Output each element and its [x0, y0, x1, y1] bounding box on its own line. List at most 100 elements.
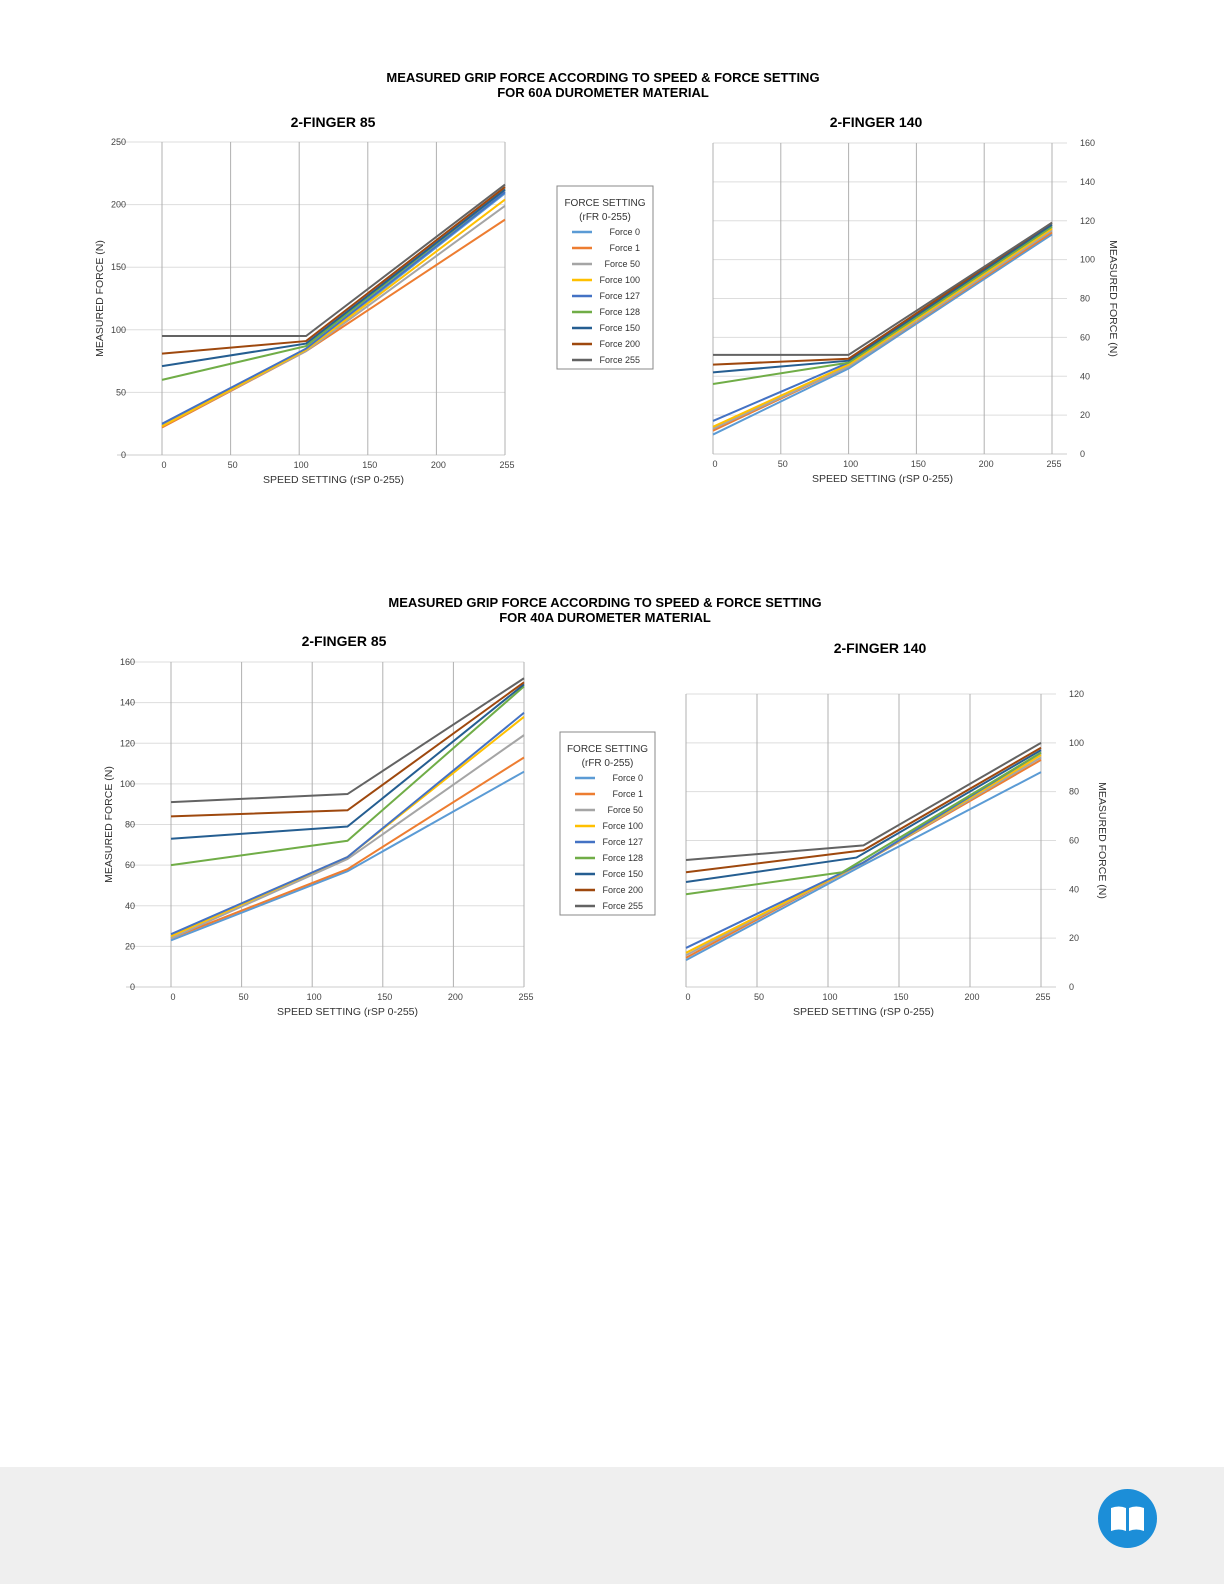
y-axis-label: MEASURED FORCE (N) [1107, 240, 1119, 357]
y-tick-label: 120 [1080, 216, 1095, 226]
y-tick-label: 40 [125, 901, 135, 911]
series-line-force-200 [161, 186, 506, 355]
legend-item-label: Force 50 [604, 259, 640, 269]
legend-subtitle: (rFR 0-255) [582, 758, 634, 769]
y-tick-label: 40 [1069, 884, 1079, 894]
y-tick-label: 20 [1080, 410, 1090, 420]
y-tick-label: 120 [120, 738, 135, 748]
x-tick-label: 50 [239, 992, 249, 1002]
x-tick-label: 255 [1035, 992, 1050, 1002]
series-line-force-150 [712, 223, 1053, 374]
series-line-force-127 [170, 712, 525, 936]
x-tick-label: 0 [161, 460, 166, 470]
x-tick-label: 255 [499, 460, 514, 470]
y-tick-label: 60 [125, 860, 135, 870]
legend-item-label: Force 1 [609, 243, 640, 253]
series-line-force-255 [162, 183, 506, 338]
y-tick-label: 100 [1069, 738, 1084, 748]
y-tick-label: 80 [1069, 787, 1079, 797]
series-line-force-127 [161, 191, 506, 425]
x-tick-label: 255 [518, 992, 533, 1002]
x-axis-label: SPEED SETTING (rSP 0-255) [812, 473, 953, 485]
legend-subtitle: (rFR 0-255) [579, 212, 631, 223]
legend-item-label: Force 255 [602, 901, 643, 911]
legend-box [559, 731, 656, 916]
series-line-force-100 [712, 227, 1053, 428]
x-tick-label: 100 [294, 460, 309, 470]
x-axis-label: SPEED SETTING (rSP 0-255) [263, 474, 404, 486]
y-tick-label: 160 [120, 657, 135, 667]
series-line-force-255 [713, 221, 1053, 356]
x-tick-label: 50 [228, 460, 238, 470]
y-tick-label: 150 [111, 262, 126, 272]
legend-title: FORCE SETTING [567, 744, 648, 755]
series-line-force-128 [170, 685, 525, 867]
series-line-force-0 [170, 770, 525, 942]
series-line-force-200 [685, 746, 1042, 874]
y-tick-label: 250 [111, 137, 126, 147]
legend-item-label: Force 150 [602, 869, 643, 879]
legend-item-label: Force 128 [599, 307, 640, 317]
legend-item-label: Force 200 [602, 885, 643, 895]
section-title-40a-line1: MEASURED GRIP FORCE ACCORDING TO SPEED &… [388, 595, 821, 610]
x-tick-label: 100 [307, 992, 322, 1002]
y-axis-label: MEASURED FORCE (N) [1096, 782, 1108, 899]
chart-title: 2-FINGER 85 [302, 633, 387, 649]
y-tick-label: 120 [1069, 689, 1084, 699]
y-tick-label: 0 [1080, 449, 1085, 459]
y-tick-label: 60 [1069, 836, 1079, 846]
series-line-force-128 [161, 188, 506, 381]
page-footer [0, 1467, 1224, 1584]
series-line-force-128 [712, 225, 1053, 386]
legend-title: FORCE SETTING [564, 198, 645, 209]
x-tick-label: 200 [964, 992, 979, 1002]
x-tick-label: 150 [893, 992, 908, 1002]
series-line-force-1 [170, 756, 525, 940]
legend-item-label: Force 0 [612, 773, 643, 783]
chart-title: 2-FINGER 140 [830, 114, 923, 130]
legend-item-label: Force 1 [612, 789, 643, 799]
x-tick-label: 200 [448, 992, 463, 1002]
y-tick-label: 100 [120, 779, 135, 789]
x-tick-label: 100 [822, 992, 837, 1002]
chart-title: 2-FINGER 140 [834, 640, 927, 656]
legend-item-label: Force 0 [609, 227, 640, 237]
legend-box [556, 185, 654, 370]
legend-item-label: Force 128 [602, 853, 643, 863]
x-tick-label: 0 [170, 992, 175, 1002]
book-icon[interactable] [1098, 1489, 1157, 1548]
x-tick-label: 0 [685, 992, 690, 1002]
x-tick-label: 0 [712, 459, 717, 469]
y-tick-label: 100 [111, 325, 126, 335]
y-tick-label: 100 [1080, 255, 1095, 265]
section-title-60a-line2: FOR 60A DUROMETER MATERIAL [497, 85, 709, 100]
legend-item-label: Force 100 [599, 275, 640, 285]
y-axis-label: MEASURED FORCE (N) [103, 766, 115, 883]
x-tick-label: 150 [362, 460, 377, 470]
series-line-force-100 [161, 198, 506, 428]
y-tick-label: 140 [1080, 177, 1095, 187]
series-line-force-200 [170, 681, 525, 818]
y-tick-label: 0 [130, 982, 135, 992]
x-tick-label: 200 [979, 459, 994, 469]
series-line-force-150 [161, 188, 506, 368]
series-line-force-0 [685, 771, 1042, 962]
legend-item-label: Force 255 [599, 355, 640, 365]
series-line-force-150 [170, 683, 525, 840]
legend-item-label: Force 127 [602, 837, 643, 847]
section-title-40a-line2: FOR 40A DUROMETER MATERIAL [499, 610, 711, 625]
x-tick-label: 255 [1046, 459, 1061, 469]
series-line-force-0 [712, 233, 1053, 436]
legend-item-label: Force 127 [599, 291, 640, 301]
legend-item-label: Force 50 [607, 805, 643, 815]
series-line-force-255 [170, 677, 525, 804]
series-line-force-50 [170, 734, 525, 940]
y-tick-label: 0 [121, 450, 126, 460]
y-tick-label: 200 [111, 200, 126, 210]
y-tick-label: 50 [116, 387, 126, 397]
y-tick-label: 0 [1069, 982, 1074, 992]
y-tick-label: 80 [125, 820, 135, 830]
series-line-force-150 [685, 749, 1042, 883]
